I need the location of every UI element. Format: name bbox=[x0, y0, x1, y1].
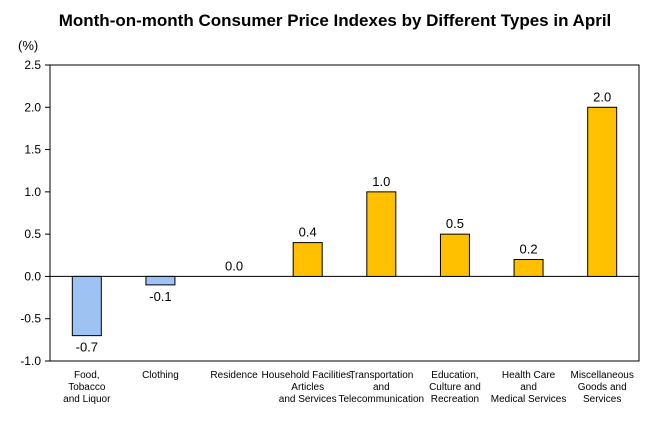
x-category-label: Clothing bbox=[142, 370, 179, 381]
y-axis-unit-label: (%) bbox=[18, 38, 39, 53]
bar bbox=[439, 233, 470, 277]
x-category-label: Miscellaneous Goods and Services bbox=[571, 370, 634, 405]
x-category-label: Health Care and Medical Services bbox=[491, 370, 567, 405]
bar bbox=[366, 191, 397, 277]
bar-value-label: -0.1 bbox=[149, 289, 171, 304]
bar bbox=[513, 259, 544, 277]
bar-value-label: 1.0 bbox=[372, 174, 390, 189]
bar bbox=[71, 275, 102, 337]
x-category-label: Education, Culture and Recreation bbox=[429, 370, 481, 405]
y-tick-label: 1.0 bbox=[24, 185, 41, 199]
y-tick-label: 0.5 bbox=[24, 227, 41, 241]
bar bbox=[587, 106, 618, 277]
x-category-label: Household Facilities, Articles and Service… bbox=[262, 370, 354, 405]
bar-value-label: 0.5 bbox=[446, 216, 464, 231]
bar-value-label: 0.2 bbox=[520, 242, 538, 257]
y-tick-label: 2.0 bbox=[24, 100, 41, 114]
y-tick-label: -0.5 bbox=[20, 312, 41, 326]
x-category-label: Food, Tobacco and Liquor bbox=[63, 370, 111, 405]
y-tick-label: 1.5 bbox=[24, 143, 41, 157]
bar bbox=[292, 242, 323, 277]
bar-value-label: 0.4 bbox=[299, 225, 317, 240]
x-category-label: Transportation and Telecommunication bbox=[339, 370, 425, 405]
bar-value-label: 0.0 bbox=[225, 258, 243, 273]
plot-area-frame bbox=[49, 64, 640, 362]
bar bbox=[145, 275, 176, 286]
chart-title: Month-on-month Consumer Price Indexes by… bbox=[58, 11, 612, 30]
y-tick-label: 2.5 bbox=[24, 58, 41, 72]
bar-value-label: 2.0 bbox=[593, 89, 611, 104]
x-category-label: Residence bbox=[210, 370, 258, 381]
bar-value-label: -0.7 bbox=[76, 340, 98, 355]
y-tick-label: 0.0 bbox=[24, 269, 41, 283]
y-tick-label: -1.0 bbox=[20, 354, 41, 368]
